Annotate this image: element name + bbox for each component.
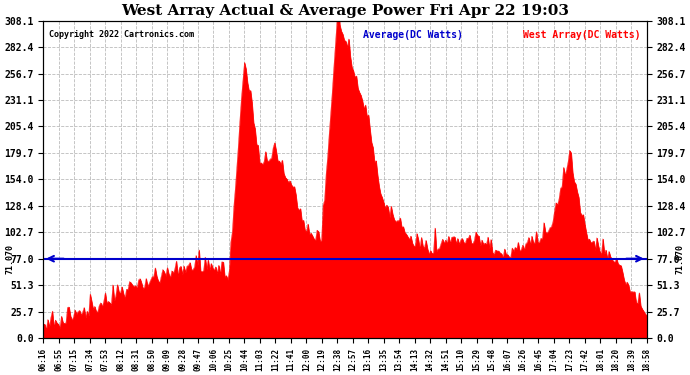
Text: 71.070: 71.070 <box>676 244 684 274</box>
Title: West Array Actual & Average Power Fri Apr 22 19:03: West Array Actual & Average Power Fri Ap… <box>121 4 569 18</box>
Text: Average(DC Watts): Average(DC Watts) <box>363 30 463 40</box>
Text: 71.070: 71.070 <box>6 244 14 274</box>
Text: Copyright 2022 Cartronics.com: Copyright 2022 Cartronics.com <box>49 30 195 39</box>
Text: West Array(DC Watts): West Array(DC Watts) <box>523 30 640 40</box>
